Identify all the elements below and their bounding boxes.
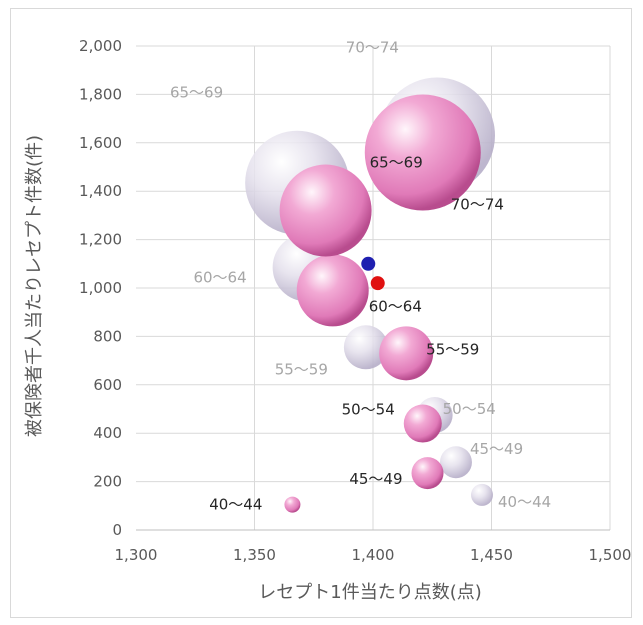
y-tick-label: 0 xyxy=(112,521,122,539)
label-b-40〜44: 40〜44 xyxy=(498,493,551,511)
label-a-60〜64: 60〜64 xyxy=(369,297,422,315)
y-tick-label: 600 xyxy=(93,376,122,394)
y-tick-label: 1,400 xyxy=(79,182,122,200)
label-b-70〜74: 70〜74 xyxy=(346,39,399,57)
x-tick-label: 1,300 xyxy=(115,546,158,564)
label-b-65〜69: 65〜69 xyxy=(170,84,223,102)
bubble-a-60〜64 xyxy=(296,254,369,327)
y-tick-label: 1,200 xyxy=(79,231,122,249)
bubble-a-70〜74 xyxy=(364,94,481,211)
bubble-a-65〜69 xyxy=(279,164,372,257)
bubble-a-40〜44 xyxy=(284,496,301,513)
y-tick-label: 400 xyxy=(93,424,122,442)
x-tick-label: 1,500 xyxy=(589,546,632,564)
x-axis-title: レセプト1件当たり点数(点) xyxy=(258,582,482,603)
y-tick-label: 200 xyxy=(93,473,122,491)
y-tick-label: 2,000 xyxy=(79,37,122,55)
bubble-a-50〜54 xyxy=(403,404,442,443)
series-b-labels: 40〜44 45〜49 50〜54 55〜59 60〜64 65〜69 70〜74 xyxy=(170,39,551,511)
y-tick-labels: 0 200 400 600 800 1,000 1,200 1,400 1,600 1,800 2,… xyxy=(79,37,122,539)
y-tick-label: 800 xyxy=(93,327,122,345)
label-a-70〜74: 70〜74 xyxy=(451,195,504,213)
bubble-b-45〜49 xyxy=(439,446,472,479)
marker-dot-0 xyxy=(361,256,376,271)
y-tick-label: 1,800 xyxy=(79,85,122,103)
label-b-45〜49: 45〜49 xyxy=(470,440,523,458)
label-b-50〜54: 50〜54 xyxy=(443,400,496,418)
bubble-b-40〜44 xyxy=(471,483,494,506)
label-a-50〜54: 50〜54 xyxy=(342,401,395,419)
label-a-45〜49: 45〜49 xyxy=(349,470,402,488)
y-tick-label: 1,000 xyxy=(79,279,122,297)
x-tick-label: 1,350 xyxy=(233,546,276,564)
series-a-bubbles xyxy=(279,94,481,513)
x-tick-labels: 1,300 1,350 1,400 1,450 1,500 xyxy=(115,546,632,564)
label-b-60〜64: 60〜64 xyxy=(193,268,246,286)
y-tick-label: 1,600 xyxy=(79,134,122,152)
bubble-a-45〜49 xyxy=(411,457,444,490)
label-a-55〜59: 55〜59 xyxy=(426,340,479,358)
label-b-55〜59: 55〜59 xyxy=(275,360,328,378)
marker-dot-1 xyxy=(370,276,385,291)
bubble-a-55〜59 xyxy=(379,326,434,381)
label-a-65〜69: 65〜69 xyxy=(370,154,423,172)
x-tick-label: 1,450 xyxy=(470,546,513,564)
x-tick-label: 1,400 xyxy=(352,546,395,564)
point-markers xyxy=(361,256,385,291)
label-a-40〜44: 40〜44 xyxy=(209,496,262,514)
y-axis-title: 被保険者千人当たりレセプト件数(件) xyxy=(24,135,45,437)
series-a-labels: 40〜44 45〜49 50〜54 55〜59 60〜64 65〜69 70〜74 xyxy=(209,154,504,514)
bubble-b-55〜59 xyxy=(343,325,388,370)
